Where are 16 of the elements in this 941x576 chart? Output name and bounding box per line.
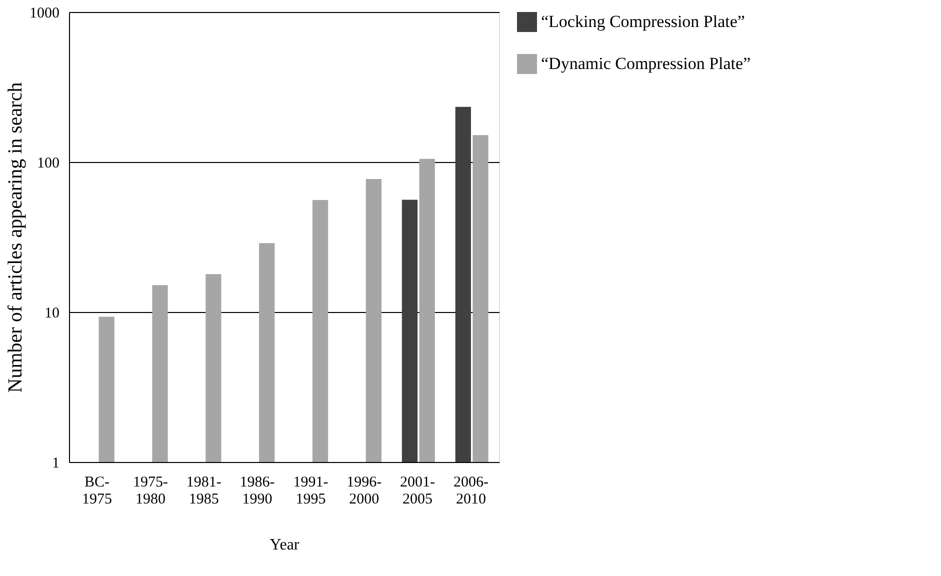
legend-label: “Dynamic Compression Plate” <box>541 54 751 73</box>
x-tick-label: 1975-1980 <box>132 474 168 508</box>
y-tick-label: 1 <box>52 456 60 472</box>
x-tick-label: 2001-2005 <box>400 474 436 508</box>
legend-label: “Locking Compression Plate” <box>541 12 745 31</box>
x-tick-label: 1996-2000 <box>346 474 382 508</box>
y-axis-title: Number of articles appearing in search <box>4 82 26 393</box>
x-tick-label: 1986-1990 <box>240 474 275 508</box>
y-tick-label: 1000 <box>30 6 60 22</box>
x-tick-label: 1991-1995 <box>293 474 328 508</box>
y-tick-label: 100 <box>37 156 60 172</box>
x-tick-label: BC-1975 <box>82 474 112 508</box>
x-tick-label: 1981-1985 <box>186 474 222 508</box>
x-axis-title: Year <box>270 536 300 554</box>
x-tick-label: 2006-2010 <box>453 474 488 508</box>
y-tick-label: 10 <box>44 306 60 322</box>
